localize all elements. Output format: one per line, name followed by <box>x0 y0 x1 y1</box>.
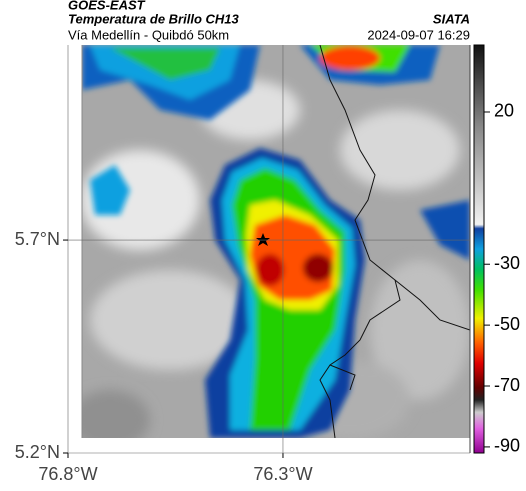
y-tick-label: 5.2°N <box>15 442 60 462</box>
colorbar-tick-label: -50 <box>494 314 520 334</box>
datetime: 2024-09-07 16:29 <box>367 27 470 42</box>
title: Temperatura de Brillo CH13 <box>68 11 240 26</box>
colorbar-tick-label: -30 <box>494 253 520 273</box>
colorbar <box>473 44 485 454</box>
source: GOES-EAST <box>68 0 146 12</box>
colorbar-tick-label: 20 <box>494 101 514 121</box>
colorbar-tick-label: -70 <box>494 375 520 395</box>
colorbar-tick-label: -90 <box>494 436 520 456</box>
y-tick-label: 5.7°N <box>15 229 60 249</box>
x-tick-label: 76.8°W <box>38 464 97 484</box>
x-tick-label: 76.3°W <box>253 464 312 484</box>
agency: SIATA <box>433 11 470 26</box>
subtitle: Vía Medellín - Quibdó 50km <box>68 27 229 42</box>
location-marker <box>256 233 270 246</box>
satellite-image <box>82 45 470 438</box>
